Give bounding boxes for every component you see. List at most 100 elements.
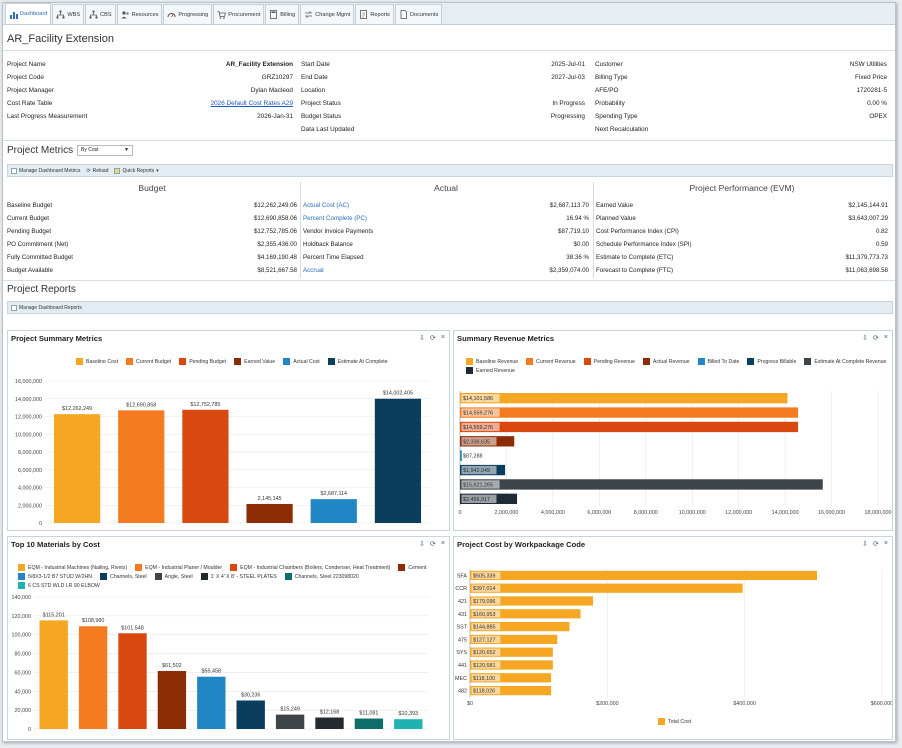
tab-change-mgmt[interactable]: Change Mgmt [300, 4, 355, 24]
manage-icon [11, 167, 17, 174]
legend-item[interactable]: EQM - Industrial Chambers (Boilers, Cond… [230, 564, 390, 571]
tab-progressing[interactable]: Progressing [163, 4, 213, 24]
metric-label[interactable]: Accrual [303, 267, 324, 274]
legend-item[interactable]: Angle, Steel [154, 573, 193, 580]
bar[interactable] [460, 407, 799, 418]
bar[interactable] [470, 660, 553, 670]
bar[interactable] [470, 596, 593, 606]
legend-item[interactable]: EQM - Industrial Machines (Nailing, Rive… [18, 564, 127, 571]
bar[interactable] [275, 714, 305, 729]
refresh-icon[interactable]: ⟳ [430, 541, 436, 548]
bar[interactable] [470, 634, 558, 645]
legend-item[interactable]: Estimate At Complete [327, 358, 388, 365]
quick-reports-button[interactable]: Quick Reports ▾ [114, 167, 159, 174]
data-label: $2,687,114 [320, 491, 347, 497]
close-icon[interactable]: × [883, 540, 888, 547]
close-icon[interactable]: × [440, 540, 445, 547]
bar[interactable] [236, 700, 265, 729]
metric-label: Forecast to Complete (FTC) [596, 267, 674, 274]
close-icon[interactable]: × [440, 334, 445, 341]
bar[interactable] [470, 583, 743, 593]
legend-item[interactable]: Pending Budget [179, 358, 226, 365]
bar[interactable] [315, 717, 344, 729]
legend-item[interactable]: 1' X 4' X 8' - STEEL PLATES [200, 573, 277, 580]
bar[interactable] [460, 393, 788, 404]
bar[interactable] [470, 570, 817, 581]
manage-dashboard-reports-button[interactable]: Manage Dashboard Reports [11, 304, 82, 311]
metric-label[interactable]: Percent Complete (PC) [303, 215, 367, 222]
tab-cbs[interactable]: CBS [85, 4, 116, 24]
tab-dashboard[interactable]: Dashboard [5, 3, 52, 24]
metric-label[interactable]: Actual Cost (AC) [303, 202, 350, 209]
legend-item[interactable]: 6 CS STD WLD LR 90 ELBOW [18, 582, 100, 589]
refresh-icon[interactable]: ⟳ [873, 541, 879, 548]
bar[interactable] [182, 409, 229, 523]
metric-row-budget-available: Budget Available $8,521,667.58 [7, 264, 297, 277]
bar[interactable] [39, 620, 68, 729]
bar[interactable] [197, 676, 226, 729]
tab-wbs[interactable]: WBS [52, 4, 85, 24]
legend-item[interactable]: Actual Cost [283, 358, 320, 365]
export-icon[interactable]: ⇩ [419, 541, 426, 548]
legend-item[interactable]: Estimate At Complete Revenue [804, 358, 886, 365]
legend-item[interactable]: Current Revenue [526, 358, 576, 365]
legend-label: EQM - Industrial Machines (Nailing, Rive… [28, 564, 128, 571]
legend-item[interactable]: 5/8X3-1/2 B7 STUD W/2HN [18, 573, 92, 580]
bar[interactable] [118, 633, 147, 729]
bar[interactable] [374, 398, 422, 523]
bar[interactable] [394, 719, 423, 729]
data-label-bg [461, 437, 497, 446]
close-icon[interactable]: × [883, 334, 888, 341]
bar[interactable] [460, 450, 463, 461]
bar[interactable] [78, 626, 108, 729]
legend-item[interactable]: Earned Value [234, 358, 275, 365]
tab-resources[interactable]: Resources [116, 4, 163, 24]
legend-item[interactable]: Cement [398, 564, 427, 571]
legend-item[interactable]: Progress Billable [747, 358, 796, 365]
legend-swatch [327, 358, 335, 365]
bar[interactable] [470, 647, 553, 657]
export-icon[interactable]: ⇩ [419, 335, 426, 342]
export-icon[interactable]: ⇩ [862, 335, 869, 342]
refresh-icon[interactable]: ⟳ [873, 335, 879, 342]
legend-item[interactable]: Channels, Steel [100, 573, 147, 580]
bar[interactable] [460, 421, 799, 433]
metric-value: $11,379,773.73 [845, 254, 888, 261]
legend-item[interactable]: Pending Revenue [583, 358, 635, 365]
legend-item[interactable]: Channels, Steel 223098020 [284, 573, 359, 580]
legend-item[interactable]: Billed To Date [697, 358, 739, 365]
metric-row-forecast-to-complete-ftc: Forecast to Complete (FTC) $11,063,698.58 [596, 264, 888, 277]
bar[interactable] [470, 621, 570, 632]
legend-item[interactable]: Baseline Revenue [466, 358, 518, 365]
x-tick-label: 16,000,000 [818, 510, 845, 516]
legend-item[interactable]: Earned Revenue [466, 367, 515, 374]
legend-item[interactable]: Current Budget [126, 358, 171, 365]
metrics-section-title: Project Metrics [7, 145, 74, 156]
legend-item[interactable]: Baseline Cost [76, 358, 118, 365]
bar[interactable] [157, 671, 187, 729]
metrics-view-select[interactable]: By Cost ▼ [77, 145, 133, 156]
bar[interactable] [470, 609, 581, 619]
tab-reports[interactable]: Reports [355, 4, 394, 24]
tab-documents[interactable]: Documents [394, 4, 443, 24]
bar[interactable] [310, 499, 357, 523]
bar[interactable] [460, 479, 823, 490]
legend-item[interactable]: Actual Revenue [642, 358, 690, 365]
export-icon[interactable]: ⇩ [862, 541, 869, 548]
info-row-billing-type: Billing Type Fixed Price [595, 71, 887, 84]
bar[interactable] [246, 503, 293, 523]
info-row-end-date: End Date 2027-Jul-03 [301, 71, 585, 84]
reload-button[interactable]: ⟳ Reload [86, 168, 108, 174]
bar[interactable] [470, 685, 552, 696]
bar[interactable] [470, 673, 552, 683]
tab-billing[interactable]: Billing [265, 4, 300, 24]
legend-item[interactable]: Total Cost [658, 718, 691, 725]
bar[interactable] [118, 410, 165, 523]
tab-procurement[interactable]: Procurement [213, 4, 265, 24]
manage-dashboard-metrics-button[interactable]: Manage Dashboard Metrics [11, 167, 80, 174]
refresh-icon[interactable]: ⟳ [430, 335, 436, 342]
info-value[interactable]: 2026 Default Cost Rates A29 [210, 100, 293, 107]
bar[interactable] [53, 414, 101, 523]
bar[interactable] [354, 718, 384, 729]
legend-item[interactable]: EQM - Industrial Planer / Moulder [135, 564, 222, 571]
